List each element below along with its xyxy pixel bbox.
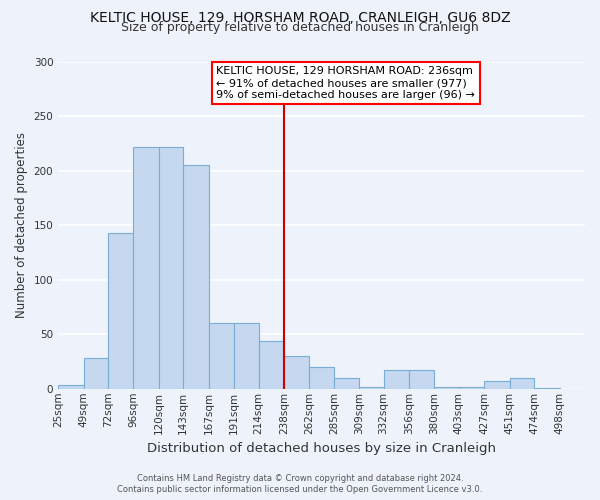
Text: KELTIC HOUSE, 129, HORSHAM ROAD, CRANLEIGH, GU6 8DZ: KELTIC HOUSE, 129, HORSHAM ROAD, CRANLEI… xyxy=(89,11,511,25)
Bar xyxy=(510,378,534,389)
Bar xyxy=(484,381,510,389)
Bar xyxy=(359,386,383,389)
Bar xyxy=(259,341,284,389)
Bar xyxy=(108,233,133,389)
Bar xyxy=(58,386,83,389)
Text: Size of property relative to detached houses in Cranleigh: Size of property relative to detached ho… xyxy=(121,22,479,35)
Bar xyxy=(409,370,434,389)
Bar xyxy=(434,386,459,389)
Bar xyxy=(459,386,484,389)
X-axis label: Distribution of detached houses by size in Cranleigh: Distribution of detached houses by size … xyxy=(147,442,496,455)
Bar xyxy=(209,324,234,389)
Bar xyxy=(310,367,334,389)
Bar xyxy=(183,165,209,389)
Bar xyxy=(383,370,409,389)
Y-axis label: Number of detached properties: Number of detached properties xyxy=(15,132,28,318)
Text: KELTIC HOUSE, 129 HORSHAM ROAD: 236sqm
← 91% of detached houses are smaller (977: KELTIC HOUSE, 129 HORSHAM ROAD: 236sqm ←… xyxy=(216,66,475,100)
Bar xyxy=(334,378,359,389)
Bar xyxy=(234,324,259,389)
Bar xyxy=(284,356,310,389)
Text: Contains HM Land Registry data © Crown copyright and database right 2024.
Contai: Contains HM Land Registry data © Crown c… xyxy=(118,474,482,494)
Bar xyxy=(133,146,159,389)
Bar xyxy=(83,358,108,389)
Bar xyxy=(534,388,560,389)
Bar xyxy=(159,146,183,389)
